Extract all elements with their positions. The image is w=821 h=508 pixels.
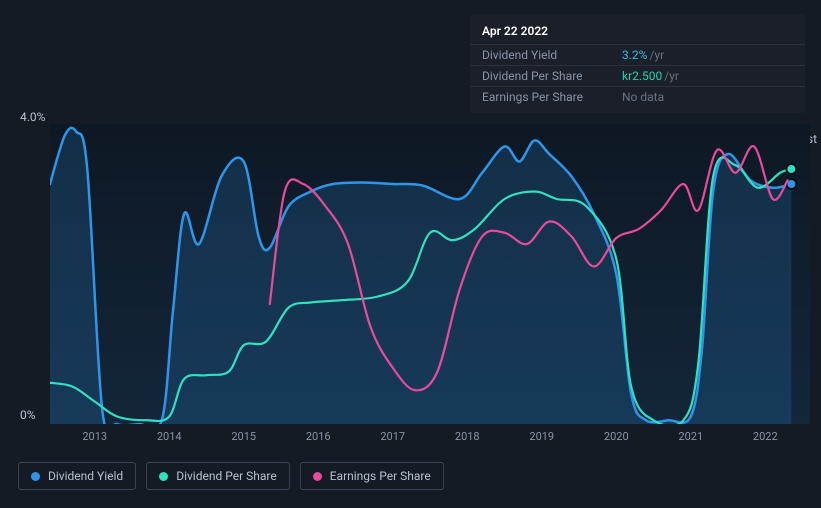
tooltip-row-label: Dividend Yield bbox=[482, 48, 622, 62]
x-axis-labels: 2013 2014 2015 2016 2017 2018 2019 2020 2021 2022 bbox=[50, 430, 821, 450]
tooltip-row: Dividend Yield3.2%/yr bbox=[470, 44, 805, 65]
chart-area: 4.0% 0% Past 201320142015201620172018201… bbox=[0, 110, 821, 450]
chart-svg[interactable] bbox=[50, 124, 810, 424]
tooltip-row-unit: /yr bbox=[664, 69, 679, 83]
x-tick-label: 2015 bbox=[231, 430, 256, 443]
tooltip-row-value: No data bbox=[622, 90, 664, 104]
y-axis-min: 0% bbox=[20, 408, 36, 422]
x-tick-label: 2022 bbox=[753, 430, 778, 443]
legend-item[interactable]: Dividend Per Share bbox=[146, 462, 290, 490]
x-tick-label: 2021 bbox=[678, 430, 703, 443]
x-tick-label: 2016 bbox=[306, 430, 331, 443]
legend-dot bbox=[159, 472, 168, 481]
tooltip-rows: Dividend Yield3.2%/yrDividend Per Sharek… bbox=[470, 44, 805, 107]
tooltip-row-value: 3.2% bbox=[622, 48, 647, 62]
y-axis-max: 4.0% bbox=[20, 110, 45, 124]
tooltip-row-label: Dividend Per Share bbox=[482, 69, 622, 83]
x-tick-label: 2017 bbox=[380, 430, 405, 443]
legend-label: Dividend Yield bbox=[48, 469, 123, 483]
tooltip-date: Apr 22 2022 bbox=[470, 20, 805, 44]
x-tick-label: 2013 bbox=[82, 430, 107, 443]
series-end-marker bbox=[786, 164, 796, 174]
tooltip-row-value: kr2.500 bbox=[622, 69, 662, 83]
legend: Dividend Yield Dividend Per Share Earnings… bbox=[18, 462, 444, 490]
x-tick-label: 2019 bbox=[529, 430, 554, 443]
chart-tooltip: Apr 22 2022 Dividend Yield3.2%/yrDividen… bbox=[470, 14, 805, 113]
legend-label: Earnings Per Share bbox=[330, 469, 431, 483]
legend-dot bbox=[31, 472, 40, 481]
legend-item[interactable]: Dividend Yield bbox=[18, 462, 136, 490]
legend-item[interactable]: Earnings Per Share bbox=[300, 462, 444, 490]
legend-label: Dividend Per Share bbox=[176, 469, 277, 483]
tooltip-row-unit: /yr bbox=[649, 48, 664, 62]
tooltip-row: Dividend Per Sharekr2.500/yr bbox=[470, 65, 805, 86]
x-tick-label: 2018 bbox=[455, 430, 480, 443]
tooltip-row: Earnings Per ShareNo data bbox=[470, 86, 805, 107]
x-tick-label: 2020 bbox=[604, 430, 629, 443]
tooltip-row-label: Earnings Per Share bbox=[482, 90, 622, 104]
legend-dot bbox=[313, 472, 322, 481]
x-tick-label: 2014 bbox=[157, 430, 182, 443]
